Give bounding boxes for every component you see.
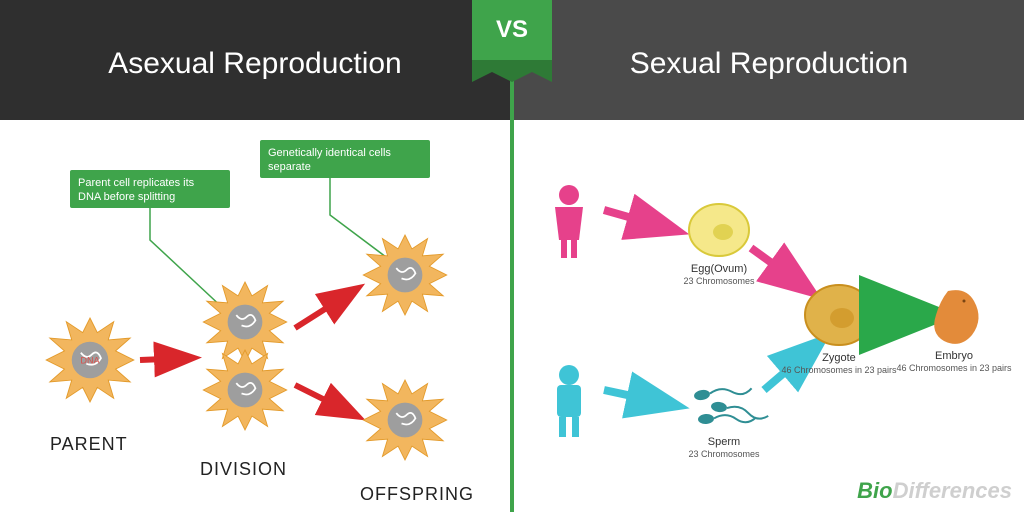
watermark-logo: BioDifferences xyxy=(857,478,1012,504)
watermark-prefix: Bio xyxy=(857,478,892,503)
parent-stage-label: PARENT xyxy=(50,434,128,454)
arrow-male-to-sperm xyxy=(604,390,674,405)
svg-text:separate: separate xyxy=(268,161,311,173)
arrow-to-offspring-top xyxy=(295,290,355,328)
egg-icon xyxy=(689,204,749,256)
male-figure-icon xyxy=(557,365,581,437)
zygote-label: Zygote xyxy=(822,352,856,364)
female-figure-icon xyxy=(555,185,583,258)
parent-cell-icon: DNA xyxy=(46,318,134,402)
division-stage-label: DIVISION xyxy=(200,459,287,479)
division-cell-bottom-icon xyxy=(203,350,286,430)
sperm-sublabel: 23 Chromosomes xyxy=(688,449,760,459)
asexual-diagram: Parent cell replicates its DNA before sp… xyxy=(0,120,510,512)
arrow-egg-to-zygote xyxy=(751,248,809,290)
callout-dna-replication: Parent cell replicates its DNA before sp… xyxy=(70,170,230,313)
zygote-sublabel: 46 Chromosomes in 23 pairs xyxy=(781,365,897,375)
vs-badge: VS xyxy=(472,0,552,60)
arrow-to-offspring-bottom xyxy=(295,385,355,415)
arrow-parent-to-division xyxy=(140,358,190,360)
offspring-cell-top-icon xyxy=(363,235,446,315)
svg-text:DNA before splitting: DNA before splitting xyxy=(78,191,175,203)
arrow-female-to-egg xyxy=(604,210,674,230)
comparison-header: Asexual Reproduction Sexual Reproduction… xyxy=(0,0,1024,120)
offspring-stage-label: OFFSPRING xyxy=(360,484,474,504)
sexual-panel: Egg(Ovum) 23 Chromosomes Sperm 23 Chromo… xyxy=(514,120,1024,512)
sexual-diagram: Egg(Ovum) 23 Chromosomes Sperm 23 Chromo… xyxy=(514,120,1024,512)
watermark-suffix: Differences xyxy=(893,478,1012,503)
embryo-icon xyxy=(934,290,978,344)
header-left-title: Asexual Reproduction xyxy=(0,0,510,120)
egg-label: Egg(Ovum) xyxy=(691,263,747,275)
embryo-sublabel: 46 Chromosomes in 23 pairs xyxy=(896,363,1012,373)
svg-text:Genetically identical cells: Genetically identical cells xyxy=(268,147,391,159)
asexual-panel: Parent cell replicates its DNA before sp… xyxy=(0,120,510,512)
egg-sublabel: 23 Chromosomes xyxy=(683,276,755,286)
content-row: Parent cell replicates its DNA before sp… xyxy=(0,120,1024,512)
sperm-cluster-icon xyxy=(693,381,769,425)
header-right-title: Sexual Reproduction xyxy=(514,0,1024,120)
svg-text:DNA: DNA xyxy=(80,356,100,366)
svg-text:Parent cell replicates its: Parent cell replicates its xyxy=(78,177,195,189)
embryo-label: Embryo xyxy=(935,350,973,362)
offspring-cell-bottom-icon xyxy=(363,380,446,460)
sperm-label: Sperm xyxy=(708,436,740,448)
zygote-icon xyxy=(805,285,873,345)
